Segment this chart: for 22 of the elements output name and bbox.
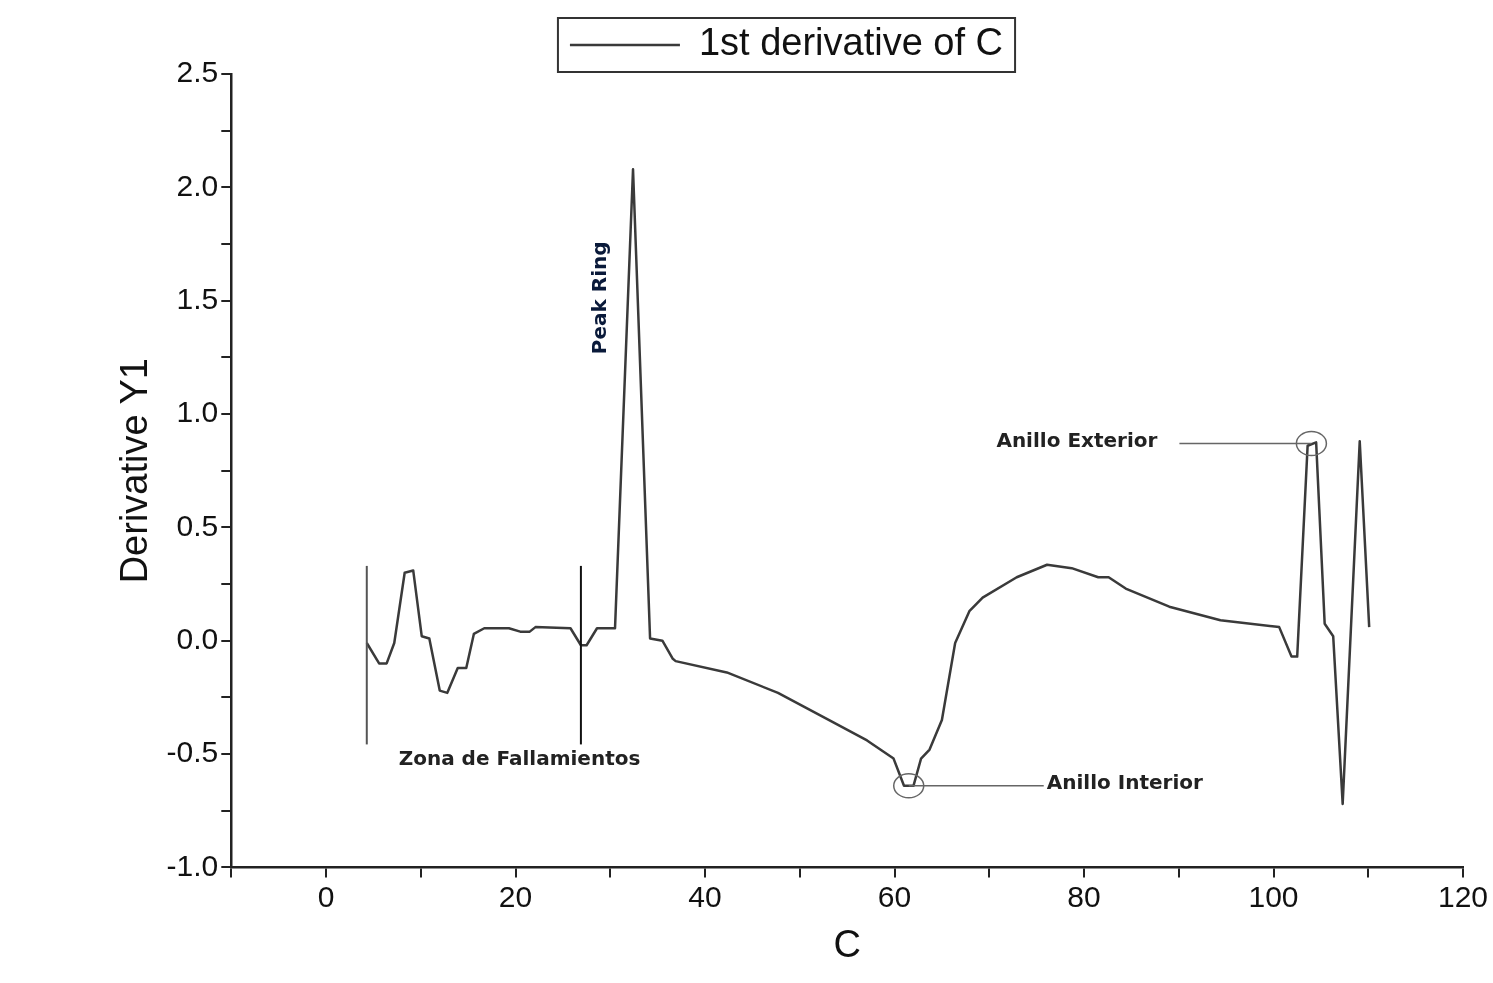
x-axis-title: C: [833, 922, 861, 965]
x-tick-label: 100: [1248, 879, 1299, 913]
x-tick-label: 40: [688, 879, 722, 913]
annotation: Zona de Fallamientos: [398, 746, 641, 771]
annotation: Anillo Interior: [1046, 770, 1203, 794]
y-tick-label: -1.0: [166, 848, 219, 882]
x-tick-label: 120: [1437, 879, 1489, 913]
y-tick-label: 1.5: [176, 281, 219, 315]
y-tick-label: -0.5: [166, 735, 219, 769]
annotation: Anillo Exterior: [996, 427, 1158, 452]
y-tick-label: 2.0: [176, 168, 219, 202]
y-tick-label: 2.5: [176, 55, 219, 89]
x-tick-label: 20: [498, 879, 533, 913]
annotation: Peak Ring: [587, 241, 612, 355]
y-tick-label: 0.5: [176, 508, 219, 542]
y-axis-title: Derivative Y1: [113, 358, 156, 584]
y-tick-label: 1.0: [176, 395, 219, 429]
legend-label: 1st derivative of C: [698, 21, 1004, 64]
x-tick-label: 80: [1067, 879, 1101, 913]
y-tick-label: 0.0: [176, 621, 219, 655]
x-tick-label: 60: [877, 879, 912, 913]
x-tick-label: 0: [317, 879, 335, 913]
